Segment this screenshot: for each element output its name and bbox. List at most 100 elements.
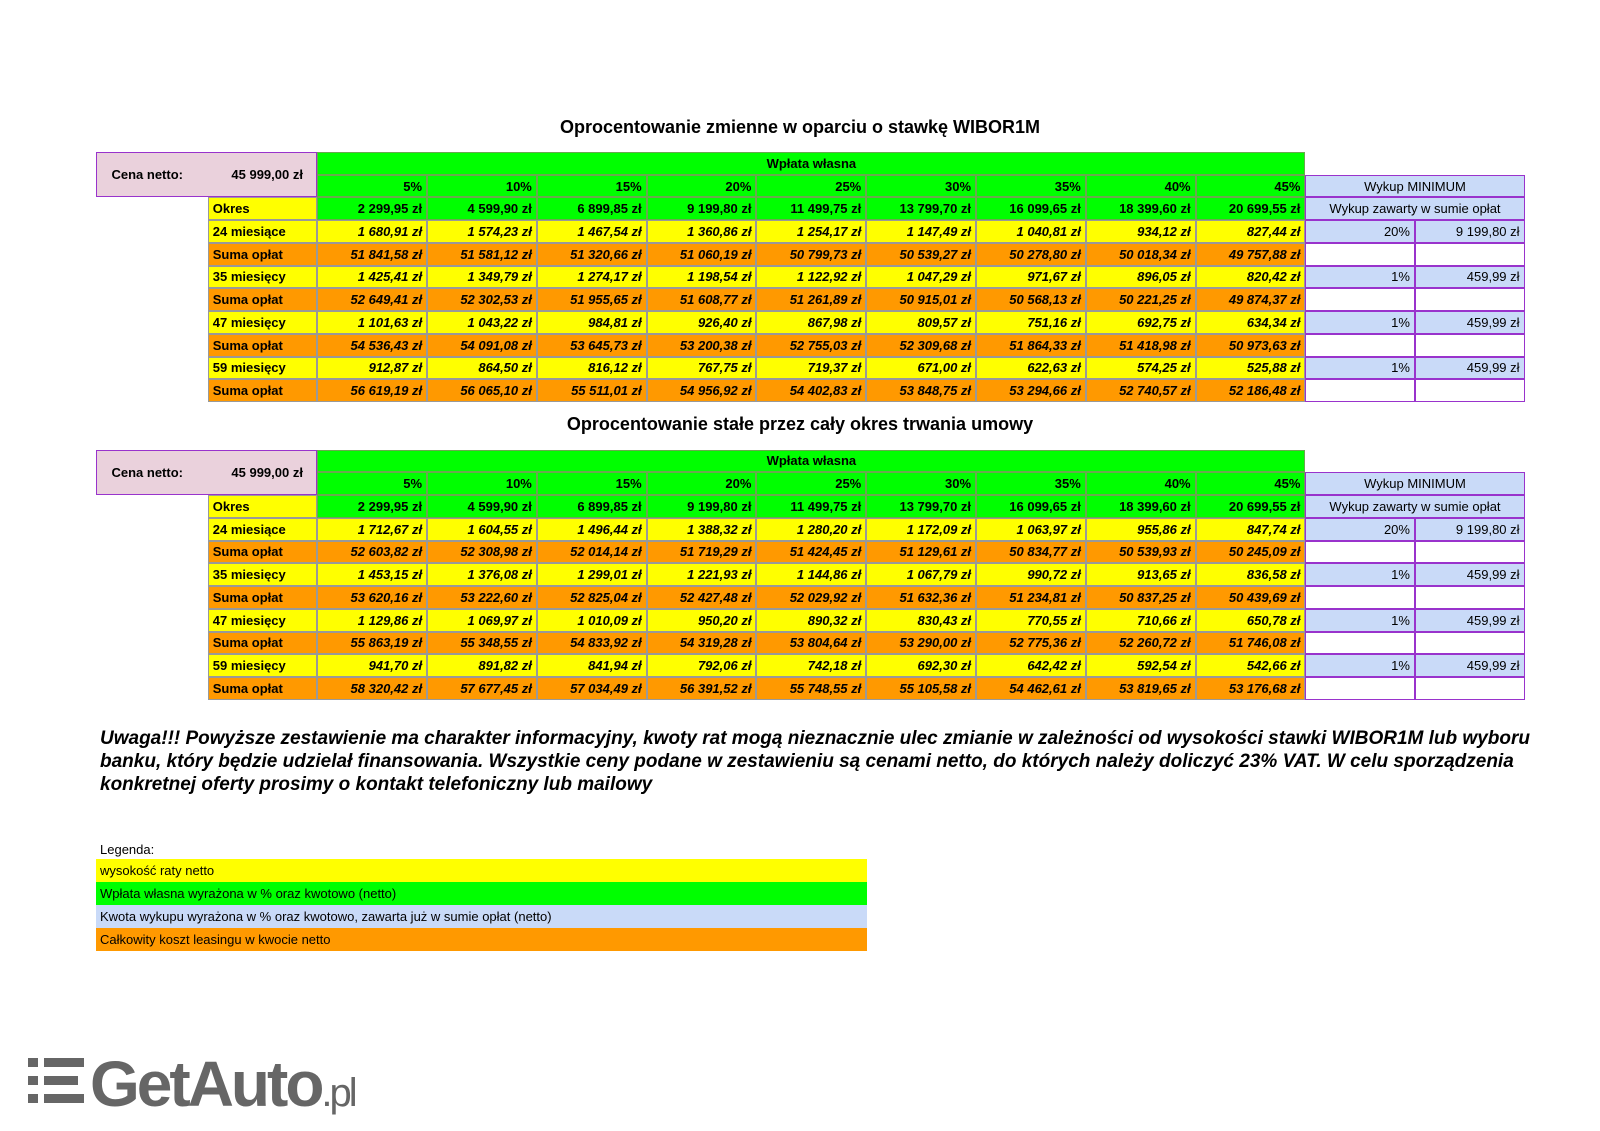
percent: 10% xyxy=(427,472,537,496)
rate: 1 147,49 zł xyxy=(866,220,977,243)
period-label: 24 miesiące xyxy=(207,220,318,243)
rate: 971,67 zł xyxy=(976,265,1086,289)
sum: 51 424,45 zł xyxy=(756,540,867,564)
buyout-header: Wykup MINIMUM xyxy=(1305,472,1525,496)
empty-cell xyxy=(1414,540,1525,564)
price-label: Cena netto: xyxy=(111,464,183,480)
sum: 57 034,49 zł xyxy=(536,677,647,700)
sum: 53 848,75 zł xyxy=(866,379,977,403)
sum: 53 176,68 zł xyxy=(1195,677,1306,700)
rate: 719,37 zł xyxy=(756,356,867,380)
sum: 52 302,53 zł xyxy=(427,288,537,312)
rate: 1 274,17 zł xyxy=(536,265,647,289)
empty-cell xyxy=(1305,288,1415,312)
sum: 55 863,19 zł xyxy=(317,631,428,655)
sum: 55 748,55 zł xyxy=(756,677,867,700)
sum: 51 864,33 zł xyxy=(976,333,1086,357)
rate: 1 047,29 zł xyxy=(866,265,977,289)
rate: 816,12 zł xyxy=(536,356,647,380)
rate: 1 122,92 zł xyxy=(756,265,867,289)
down-payment: 13 799,70 zł xyxy=(866,197,977,221)
rate: 1 712,67 zł xyxy=(317,517,428,541)
rate: 634,34 zł xyxy=(1195,311,1306,334)
sum: 52 603,82 zł xyxy=(317,540,428,564)
sum: 50 915,01 zł xyxy=(866,288,977,312)
sum: 54 402,83 zł xyxy=(756,379,867,403)
price-value: 45 999,00 zł xyxy=(231,167,303,183)
rate: 990,72 zł xyxy=(976,563,1086,587)
down-payment: 18 399,60 zł xyxy=(1085,495,1196,518)
sum: 52 649,41 zł xyxy=(317,288,428,312)
empty-cell xyxy=(1414,586,1525,609)
down-payment: 9 199,80 zł xyxy=(646,197,757,221)
percent: 30% xyxy=(866,472,977,496)
period-label: 59 miesięcy xyxy=(207,654,318,677)
rate: 864,50 zł xyxy=(427,356,537,380)
rate: 1 010,09 zł xyxy=(536,608,647,632)
table-title: Oprocentowanie stałe przez cały okres tr… xyxy=(566,414,1034,435)
buyout-amount: 9 199,80 zł xyxy=(1414,517,1525,541)
rate: 751,16 zł xyxy=(976,311,1086,334)
period-label: 35 miesięcy xyxy=(207,265,318,289)
logo: GetAuto.pl xyxy=(28,1050,359,1120)
rate: 847,74 zł xyxy=(1195,517,1306,541)
rate: 1 069,97 zł xyxy=(427,608,537,632)
legend-item: Całkowity koszt leasingu w kwocie netto xyxy=(96,928,867,951)
sum: 51 129,61 zł xyxy=(866,540,977,564)
empty-cell xyxy=(1414,242,1525,266)
down-payment: 18 399,60 zł xyxy=(1085,197,1196,221)
buyout-pct: 1% xyxy=(1305,608,1415,632)
sum: 55 348,55 zł xyxy=(427,631,537,655)
rate: 1 063,97 zł xyxy=(976,517,1086,541)
buyout-desc: Wykup zawarty w sumie opłat xyxy=(1305,495,1525,518)
rate: 592,54 zł xyxy=(1085,654,1196,677)
sum: 50 568,13 zł xyxy=(976,288,1086,312)
rate: 650,78 zł xyxy=(1195,608,1306,632)
sum: 51 060,19 zł xyxy=(646,242,757,266)
period-label: 47 miesięcy xyxy=(207,608,318,632)
empty-cell xyxy=(1305,586,1415,609)
percent: 45% xyxy=(1195,174,1306,198)
down-payment: 4 599,90 zł xyxy=(427,197,537,221)
rate: 950,20 zł xyxy=(646,608,757,632)
rate: 1 388,32 zł xyxy=(646,517,757,541)
rate: 1 280,20 zł xyxy=(756,517,867,541)
sum: 54 091,08 zł xyxy=(427,333,537,357)
sum: 53 645,73 zł xyxy=(536,333,647,357)
rate: 867,98 zł xyxy=(756,311,867,334)
rate: 742,18 zł xyxy=(756,654,867,677)
sum: 52 014,14 zł xyxy=(536,540,647,564)
buyout-amount: 459,99 zł xyxy=(1414,356,1525,380)
rate: 1 144,86 zł xyxy=(756,563,867,587)
down-payment: 2 299,95 zł xyxy=(317,495,428,518)
rate: 1 453,15 zł xyxy=(317,563,428,587)
sum: 50 539,27 zł xyxy=(866,242,977,266)
sum: 50 837,25 zł xyxy=(1085,586,1196,609)
rate: 710,66 zł xyxy=(1085,608,1196,632)
empty-cell xyxy=(1414,379,1525,403)
rate: 1 129,86 zł xyxy=(317,608,428,632)
down-payment: 20 699,55 zł xyxy=(1195,197,1306,221)
sum: 51 955,65 zł xyxy=(536,288,647,312)
sum: 53 200,38 zł xyxy=(646,333,757,357)
logo-text: GetAuto.pl xyxy=(90,1050,356,1120)
rate: 1 043,22 zł xyxy=(427,311,537,334)
rate: 827,44 zł xyxy=(1195,220,1306,243)
rate: 926,40 zł xyxy=(646,311,757,334)
rate: 1 198,54 zł xyxy=(646,265,757,289)
sum: 50 221,25 zł xyxy=(1085,288,1196,312)
buyout-amount: 9 199,80 zł xyxy=(1414,220,1525,243)
price-value: 45 999,00 zł xyxy=(231,464,303,480)
period-label: 24 miesiące xyxy=(207,517,318,541)
rate: 1 172,09 zł xyxy=(866,517,977,541)
sum: 51 632,36 zł xyxy=(866,586,977,609)
rate: 542,66 zł xyxy=(1195,654,1306,677)
buyout-amount: 459,99 zł xyxy=(1414,265,1525,289)
table-title: Oprocentowanie zmienne w oparciu o stawk… xyxy=(559,116,1041,137)
sum: 52 427,48 zł xyxy=(646,586,757,609)
buyout-pct: 20% xyxy=(1305,517,1415,541)
empty-cell xyxy=(1305,631,1415,655)
rate: 671,00 zł xyxy=(866,356,977,380)
rate: 525,88 zł xyxy=(1195,356,1306,380)
rate: 1 360,86 zł xyxy=(646,220,757,243)
